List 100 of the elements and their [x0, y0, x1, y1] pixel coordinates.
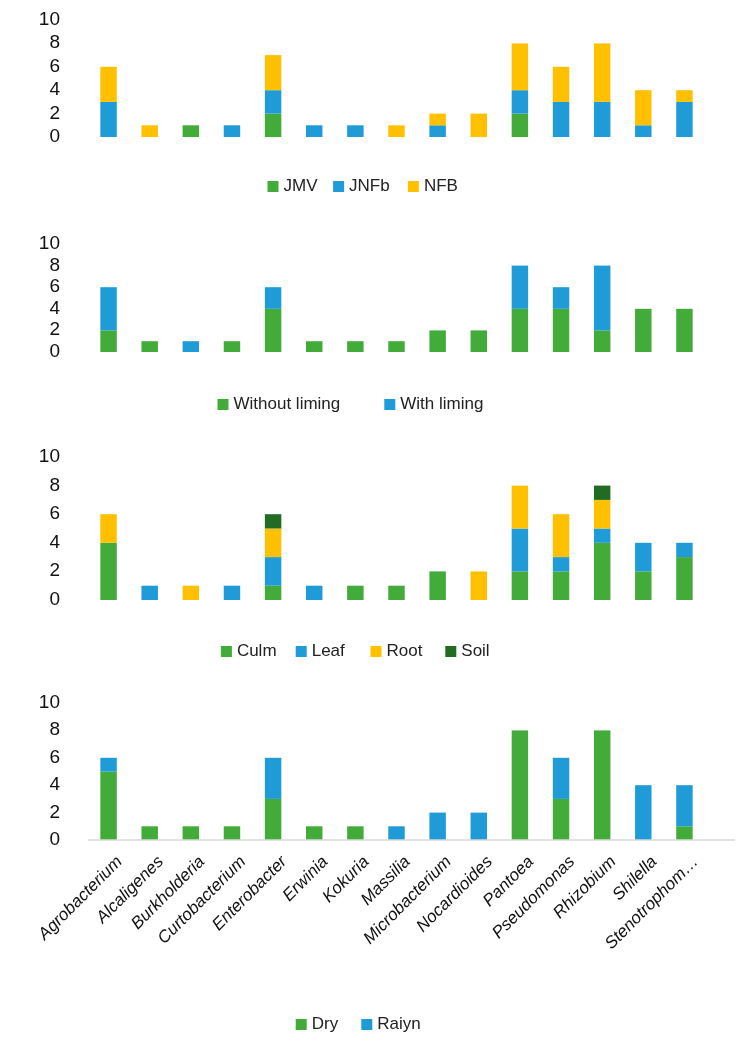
bar [635, 125, 652, 137]
bar [676, 101, 693, 137]
bar [388, 125, 405, 137]
legend-label: JNFb [349, 176, 390, 196]
bar [100, 330, 117, 352]
bar [223, 125, 241, 137]
bar [141, 585, 158, 600]
y-tick-label: 0 [49, 125, 60, 147]
bar [552, 308, 570, 352]
bar [306, 125, 323, 137]
bar [511, 571, 529, 600]
legend-label: Dry [311, 1014, 339, 1034]
bar [593, 101, 611, 137]
bar [676, 308, 693, 352]
bar [306, 826, 323, 840]
bar [306, 585, 323, 600]
legend-label: Culm [236, 641, 277, 661]
bar [676, 90, 693, 102]
y-tick-label: 8 [49, 31, 60, 53]
bar [141, 125, 158, 137]
bar [264, 55, 282, 91]
bar [347, 826, 364, 840]
bar [264, 798, 282, 840]
bar [429, 571, 446, 600]
bar [100, 757, 117, 772]
bar [264, 585, 282, 600]
bar [264, 308, 282, 352]
bar [676, 542, 693, 558]
bar [223, 341, 241, 352]
legend-label: Raiyn [377, 1014, 421, 1034]
bar [100, 101, 117, 137]
bar [511, 730, 529, 840]
bar [100, 514, 117, 543]
bar [470, 571, 487, 600]
bar [182, 125, 200, 137]
y-tick-label: 4 [49, 78, 61, 100]
bar [264, 514, 282, 529]
bar [429, 812, 446, 840]
bar [264, 757, 282, 799]
bar [388, 826, 405, 840]
y-tick-label: 8 [49, 718, 60, 740]
bar [635, 785, 652, 840]
bar [141, 826, 158, 840]
bar [676, 557, 693, 600]
bar [552, 287, 570, 309]
bar [306, 341, 323, 352]
bar [511, 528, 529, 572]
y-tick-label: 6 [49, 275, 60, 297]
bar [676, 785, 693, 827]
y-tick-label: 4 [49, 296, 61, 318]
bar [429, 113, 446, 126]
bar [223, 585, 241, 600]
bar [511, 265, 529, 309]
legend-label: With liming [400, 394, 484, 414]
bar [264, 557, 282, 586]
bar [635, 90, 652, 126]
bar [264, 90, 282, 114]
bar [593, 542, 611, 600]
bar [511, 113, 529, 137]
bar [100, 66, 117, 102]
bar [593, 265, 611, 331]
bar [100, 542, 117, 600]
y-tick-label: 0 [49, 828, 60, 850]
bar [552, 557, 570, 572]
bar [470, 812, 487, 840]
bar [347, 341, 364, 352]
y-tick-label: 6 [49, 502, 60, 524]
bar [223, 826, 241, 840]
y-tick-label: 6 [49, 745, 60, 767]
y-tick-label: 6 [49, 54, 60, 76]
bar [635, 308, 652, 352]
bar [552, 571, 570, 600]
bar [347, 125, 364, 137]
y-tick-label: 10 [38, 8, 60, 30]
bar [511, 90, 529, 114]
legend-label: Root [386, 641, 423, 661]
bar [676, 826, 693, 840]
bar [552, 757, 570, 799]
bar [593, 485, 611, 500]
y-tick-label: 10 [38, 691, 60, 713]
bar [593, 43, 611, 102]
legend-label: Without liming [233, 394, 341, 414]
bar [470, 330, 487, 352]
bar [264, 287, 282, 309]
bar [593, 330, 611, 352]
y-tick-label: 10 [38, 232, 60, 254]
bar [388, 585, 405, 600]
bar [470, 113, 487, 137]
bar [552, 798, 570, 840]
bar [511, 485, 529, 529]
bar [511, 43, 529, 91]
bar [552, 514, 570, 558]
bar [552, 66, 570, 102]
y-tick-label: 2 [49, 318, 60, 340]
bar [593, 528, 611, 543]
bar [264, 113, 282, 137]
y-tick-label: 4 [49, 773, 61, 795]
bar [511, 308, 529, 352]
bar [635, 571, 652, 600]
bar [182, 585, 200, 600]
